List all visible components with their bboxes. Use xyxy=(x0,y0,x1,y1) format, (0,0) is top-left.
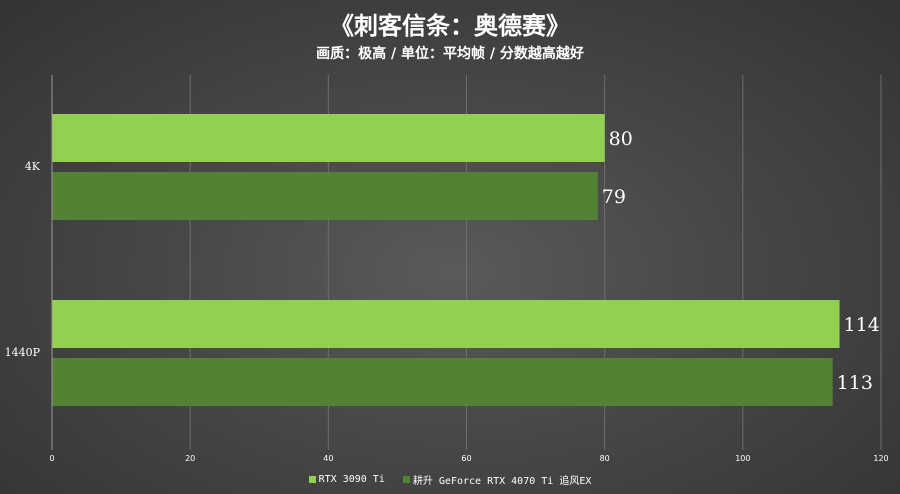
data-label-1440P-series-1: 113 xyxy=(837,372,873,394)
chart-subtitle: 画质：极高 / 单位：平均帧 / 分数越高越好 xyxy=(316,46,584,62)
category-label-1: 1440P xyxy=(5,346,41,359)
legend-label-series-1: 耕升 GeForce RTX 4070 Ti 追风EX xyxy=(412,476,592,487)
x-tick-label-6: 120 xyxy=(873,454,888,463)
x-tick-label-1: 20 xyxy=(185,454,195,463)
legend-label-series-0: RTX 3090 Ti xyxy=(318,474,385,485)
chart-title: 《刺客信条：奥德赛》 xyxy=(330,11,570,40)
data-label-4K-series-1: 79 xyxy=(602,186,626,208)
legend-swatch-series-0 xyxy=(308,476,316,483)
bar-1440P-series-1[interactable] xyxy=(52,358,833,406)
legend-swatch-series-1 xyxy=(402,476,410,483)
data-label-1440P-series-0: 114 xyxy=(844,314,880,336)
data-label-4K-series-0: 80 xyxy=(609,128,633,150)
chart-legend: RTX 3090 Ti 耕升 GeForce RTX 4070 Ti 追风EX xyxy=(0,472,900,487)
x-tick-label-0: 0 xyxy=(49,454,54,463)
bar-1440P-series-0[interactable] xyxy=(52,300,840,348)
x-tick-label-5: 100 xyxy=(735,454,750,463)
bar-4K-series-1[interactable] xyxy=(52,172,598,220)
x-tick-label-3: 60 xyxy=(461,454,471,463)
bar-4K-series-0[interactable] xyxy=(52,114,605,162)
category-label-0: 4K xyxy=(25,160,41,173)
x-tick-label-2: 40 xyxy=(323,454,333,463)
legend-item-series-1[interactable]: 耕升 GeForce RTX 4070 Ti 追风EX xyxy=(402,472,592,487)
x-tick-label-4: 80 xyxy=(600,454,610,463)
legend-item-series-0[interactable]: RTX 3090 Ti xyxy=(308,474,385,486)
